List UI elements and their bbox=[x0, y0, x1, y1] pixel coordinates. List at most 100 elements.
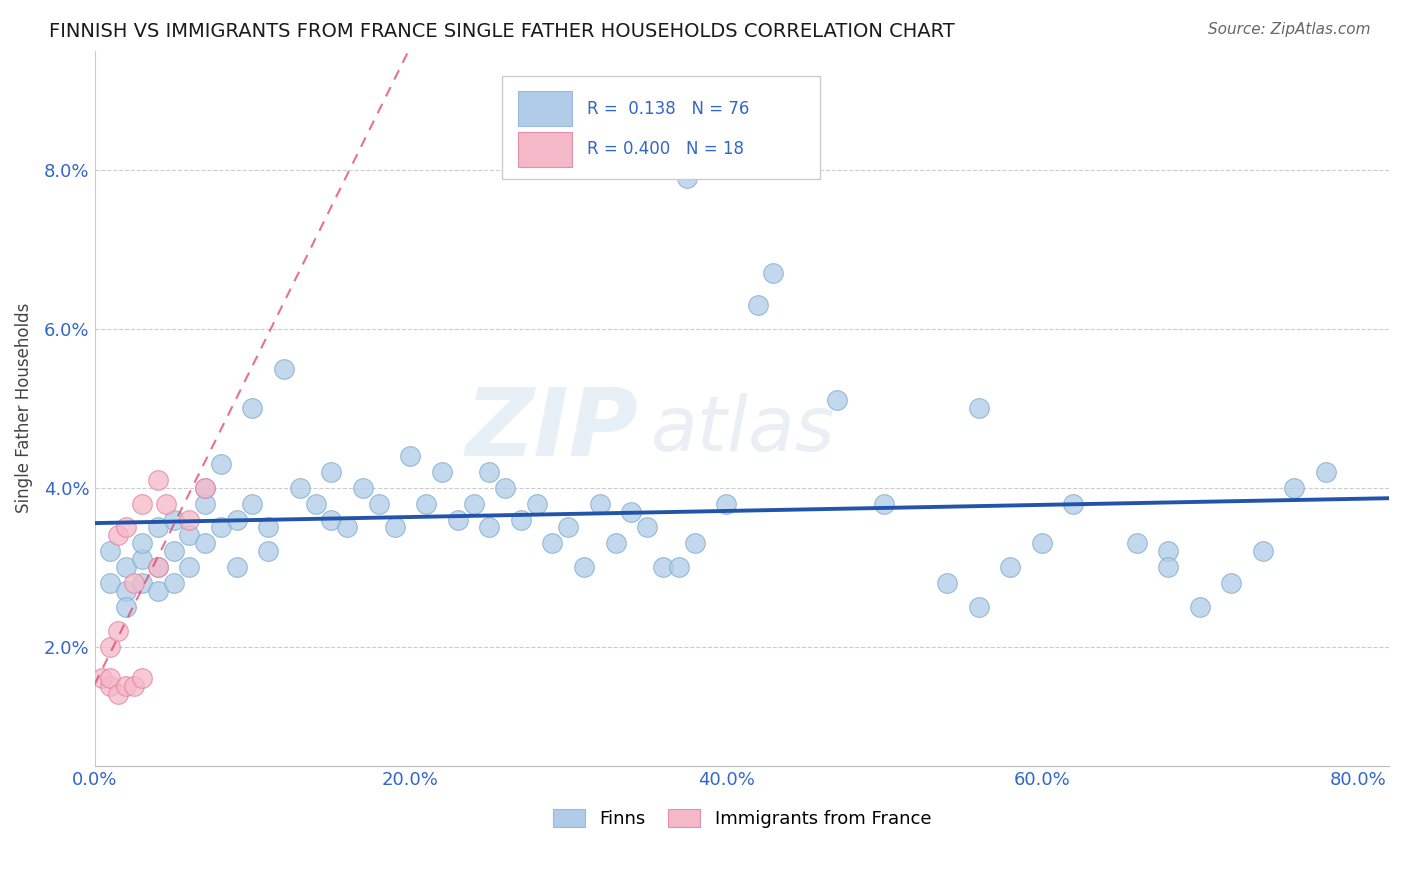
Point bbox=[162, 512, 184, 526]
Point bbox=[131, 536, 153, 550]
Point bbox=[257, 520, 280, 534]
Point bbox=[873, 497, 896, 511]
Point bbox=[463, 497, 485, 511]
Point bbox=[122, 576, 145, 591]
Point bbox=[107, 687, 129, 701]
Text: atlas: atlas bbox=[651, 392, 835, 467]
Point bbox=[179, 528, 201, 542]
Point bbox=[146, 584, 169, 599]
Point bbox=[304, 497, 326, 511]
Point bbox=[636, 520, 658, 534]
Point bbox=[683, 536, 706, 550]
Point bbox=[589, 497, 612, 511]
Point bbox=[1125, 536, 1147, 550]
Point bbox=[967, 599, 990, 614]
Point bbox=[100, 680, 122, 694]
Point bbox=[209, 457, 232, 471]
Point bbox=[415, 497, 437, 511]
Point bbox=[675, 170, 697, 185]
Point bbox=[194, 481, 217, 495]
Point bbox=[179, 560, 201, 574]
Point bbox=[605, 536, 627, 550]
Point bbox=[91, 672, 114, 686]
Point bbox=[225, 560, 247, 574]
Point bbox=[1157, 544, 1180, 558]
Point bbox=[100, 640, 122, 654]
Point bbox=[179, 512, 201, 526]
Point bbox=[146, 560, 169, 574]
Y-axis label: Single Father Households: Single Father Households bbox=[15, 303, 32, 514]
Point bbox=[478, 465, 501, 479]
Point bbox=[115, 584, 138, 599]
Text: ZIP: ZIP bbox=[465, 384, 638, 475]
Point bbox=[1284, 481, 1306, 495]
Point bbox=[967, 401, 990, 416]
FancyBboxPatch shape bbox=[502, 76, 820, 179]
Point bbox=[762, 266, 785, 280]
Point bbox=[146, 560, 169, 574]
Point bbox=[115, 599, 138, 614]
Point bbox=[352, 481, 374, 495]
Point bbox=[155, 497, 177, 511]
Point bbox=[107, 528, 129, 542]
Point bbox=[509, 512, 531, 526]
Legend: Finns, Immigrants from France: Finns, Immigrants from France bbox=[546, 802, 938, 836]
Point bbox=[100, 576, 122, 591]
Point bbox=[526, 497, 548, 511]
Text: Source: ZipAtlas.com: Source: ZipAtlas.com bbox=[1208, 22, 1371, 37]
Point bbox=[194, 497, 217, 511]
Point bbox=[557, 520, 579, 534]
Point bbox=[288, 481, 311, 495]
Point bbox=[1062, 497, 1084, 511]
Point bbox=[146, 473, 169, 487]
Point bbox=[242, 401, 264, 416]
Point bbox=[194, 536, 217, 550]
Point bbox=[107, 624, 129, 638]
Point bbox=[1157, 560, 1180, 574]
Point bbox=[494, 481, 516, 495]
Point bbox=[399, 449, 422, 463]
Point bbox=[131, 552, 153, 566]
Point bbox=[478, 520, 501, 534]
Point bbox=[1251, 544, 1274, 558]
Point bbox=[572, 560, 595, 574]
Text: R = 0.400   N = 18: R = 0.400 N = 18 bbox=[586, 140, 744, 159]
Point bbox=[321, 465, 343, 479]
Point bbox=[242, 497, 264, 511]
Point bbox=[115, 520, 138, 534]
Point bbox=[447, 512, 470, 526]
Point bbox=[131, 672, 153, 686]
FancyBboxPatch shape bbox=[517, 132, 572, 167]
Point bbox=[115, 680, 138, 694]
Point bbox=[1220, 576, 1243, 591]
Point bbox=[652, 560, 675, 574]
Point bbox=[384, 520, 406, 534]
Point bbox=[115, 560, 138, 574]
Point bbox=[668, 560, 690, 574]
Point bbox=[131, 497, 153, 511]
Point bbox=[131, 576, 153, 591]
FancyBboxPatch shape bbox=[517, 92, 572, 126]
Point bbox=[1000, 560, 1022, 574]
Point bbox=[209, 520, 232, 534]
Point bbox=[620, 505, 643, 519]
Point bbox=[936, 576, 959, 591]
Point bbox=[714, 497, 737, 511]
Point bbox=[1315, 465, 1337, 479]
Text: R =  0.138   N = 76: R = 0.138 N = 76 bbox=[586, 100, 749, 119]
Point bbox=[194, 481, 217, 495]
Point bbox=[1031, 536, 1053, 550]
Point bbox=[825, 393, 848, 408]
Point bbox=[225, 512, 247, 526]
Point bbox=[367, 497, 389, 511]
Point bbox=[162, 544, 184, 558]
Point bbox=[541, 536, 564, 550]
Point bbox=[122, 680, 145, 694]
Point bbox=[257, 544, 280, 558]
Text: FINNISH VS IMMIGRANTS FROM FRANCE SINGLE FATHER HOUSEHOLDS CORRELATION CHART: FINNISH VS IMMIGRANTS FROM FRANCE SINGLE… bbox=[49, 22, 955, 41]
Point bbox=[336, 520, 359, 534]
Point bbox=[321, 512, 343, 526]
Point bbox=[146, 520, 169, 534]
Point bbox=[1188, 599, 1211, 614]
Point bbox=[162, 576, 184, 591]
